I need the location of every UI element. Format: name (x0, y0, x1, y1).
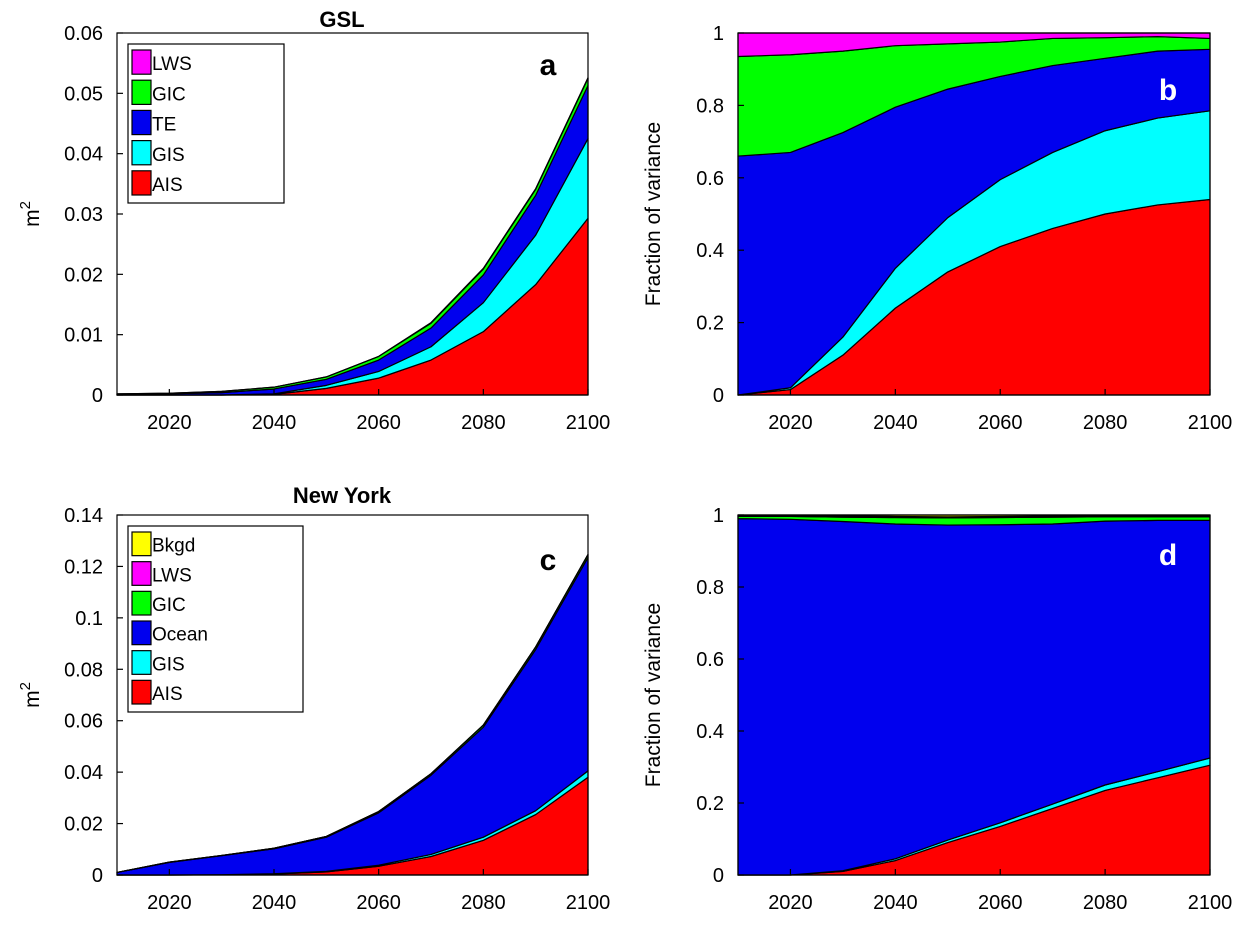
y-tick-label: 0 (713, 385, 724, 407)
chart-panel-a: 0 0.01 0.02 0.03 0.04 0.05 0.06 2020 2040 2060 208… (17, 7, 610, 434)
x-tick-label: 2100 (1188, 412, 1233, 434)
legend-swatch-gis (131, 140, 152, 166)
legend-label-te: TE (152, 115, 176, 136)
legend-a: LWS GIC TE GIS AIS (127, 43, 285, 204)
y-tick-label: 0.2 (696, 793, 724, 815)
legend-swatch-ais (131, 679, 152, 705)
y-tick-label: 1 (713, 505, 724, 527)
x-tick-label: 2060 (978, 412, 1023, 434)
y-tick-label: 0.12 (64, 556, 103, 578)
x-tick-label: 2080 (1083, 892, 1128, 914)
legend-c: Bkgd LWS GIC Ocean GIS AIS (127, 525, 304, 713)
y-tick-label: 0.06 (64, 711, 103, 733)
y-tick-label: 0 (92, 385, 103, 407)
y-tick-label: 0.05 (64, 83, 103, 105)
x-tick-label: 2020 (768, 412, 813, 434)
x-tick-label: 2040 (873, 412, 918, 434)
y-axis-label: Fraction of variance (642, 122, 665, 306)
legend-label-ais: AIS (152, 684, 183, 705)
legend-label-ais: AIS (152, 175, 183, 196)
y-tick-label: 0.01 (64, 325, 103, 347)
legend-label-lws: LWS (152, 54, 192, 75)
plot-frame-c (116, 514, 589, 876)
y-tick-label: 0.6 (696, 168, 724, 190)
y-tick-label: 0.8 (696, 577, 724, 599)
legend-swatch-lws (131, 561, 152, 586)
legend-label-gic: GIC (152, 595, 186, 616)
x-tick-label: 2020 (768, 892, 813, 914)
panel-label-a: a (540, 49, 557, 82)
legend-label-lws: LWS (152, 565, 192, 586)
y-axis-label-superscript: 2 (17, 682, 34, 690)
chart-panel-c: 0 0.02 0.04 0.06 0.08 0.1 0.12 0.14 2020 2040 2060… (17, 483, 610, 914)
x-tick-label: 2040 (873, 892, 918, 914)
chart-panel-b: 0 0.2 0.4 0.6 0.8 1 2020 2040 2060 2080 2100 Fracti… (642, 23, 1232, 434)
legend-label-gic: GIC (152, 84, 186, 105)
plot-frame-b (737, 32, 1211, 396)
legend-box (127, 525, 304, 713)
legend-box (127, 43, 285, 204)
x-tick-label: 2060 (978, 892, 1023, 914)
y-tick-label: 0.1 (75, 608, 103, 630)
panel-label-d: d (1159, 539, 1177, 572)
legend-swatch-ocean (131, 620, 152, 646)
y-tick-label: 0.02 (64, 264, 103, 286)
panel-label-c: c (540, 544, 557, 577)
panel-label-b: b (1159, 74, 1177, 107)
x-tick-label: 2020 (147, 412, 192, 434)
y-tick-label: 0.04 (64, 762, 103, 784)
x-tick-label: 2080 (461, 412, 506, 434)
legend-label-gis: GIS (152, 654, 185, 675)
legend-label-ocean: Ocean (152, 625, 208, 646)
chart-title: New York (293, 483, 392, 508)
y-tick-label: 0.4 (696, 240, 724, 262)
y-axis-label: m2 (17, 201, 44, 227)
x-tick-label: 2040 (252, 412, 297, 434)
y-axis-label-superscript: 2 (17, 201, 34, 209)
x-tick-label: 2060 (356, 892, 401, 914)
y-tick-label: 0.8 (696, 95, 724, 117)
y-tick-label: 0.14 (64, 505, 103, 527)
y-tick-label: 0.6 (696, 649, 724, 671)
chart-panel-d: 0 0.2 0.4 0.6 0.8 1 2020 2040 2060 2080 2100 Fracti… (642, 505, 1232, 914)
x-tick-label: 2080 (461, 892, 506, 914)
y-tick-label: 0.03 (64, 204, 103, 226)
x-tick-label: 2100 (566, 892, 611, 914)
y-tick-label: 0 (713, 865, 724, 887)
y-tick-label: 0.08 (64, 659, 103, 681)
legend-swatch-lws (131, 49, 152, 75)
legend-swatch-gic (131, 79, 152, 105)
x-tick-label: 2060 (356, 412, 401, 434)
y-tick-label: 0.04 (64, 144, 103, 166)
legend-swatch-ais (131, 170, 152, 196)
chart-title: GSL (319, 7, 364, 32)
y-tick-label: 0.02 (64, 814, 103, 836)
y-tick-label: 0.4 (696, 721, 724, 743)
plot-frame-d (737, 514, 1211, 876)
y-axis-label: m2 (17, 682, 44, 708)
legend-swatch-te (131, 109, 152, 136)
x-tick-label: 2100 (1188, 892, 1233, 914)
x-tick-label: 2100 (566, 412, 611, 434)
y-tick-label: 0 (92, 865, 103, 887)
legend-swatch-bkgd (131, 531, 152, 557)
x-tick-label: 2020 (147, 892, 192, 914)
legend-label-bkgd: Bkgd (152, 536, 195, 557)
x-tick-label: 2080 (1083, 412, 1128, 434)
x-tick-label: 2040 (252, 892, 297, 914)
y-tick-label: 0.06 (64, 23, 103, 45)
y-tick-label: 1 (713, 23, 724, 45)
legend-swatch-gis (131, 650, 152, 675)
y-tick-label: 0.2 (696, 313, 724, 335)
legend-label-gis: GIS (152, 145, 185, 166)
legend-swatch-gic (131, 590, 152, 616)
y-axis-label: Fraction of variance (642, 603, 665, 787)
